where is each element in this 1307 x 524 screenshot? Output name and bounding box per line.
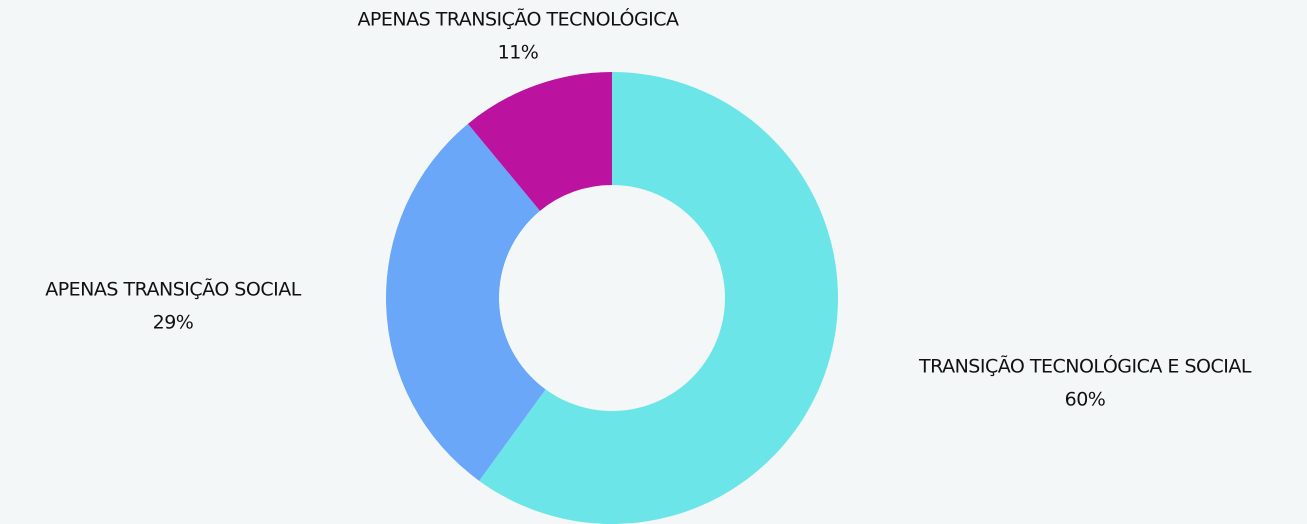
slice-value-label: 60% <box>1065 389 1106 411</box>
slice-value-label: 29% <box>153 312 194 334</box>
donut-slice <box>467 72 612 211</box>
slice-label: APENAS TRANSIÇÃO TECNOLÓGICA <box>357 7 679 31</box>
donut-slice <box>386 123 546 481</box>
slice-label: TRANSIÇÃO TECNOLÓGICA E SOCIAL <box>918 354 1252 378</box>
slice-value-label: 11% <box>498 42 539 64</box>
slice-label: APENAS TRANSIÇÃO SOCIAL <box>45 278 301 301</box>
donut-slice <box>479 72 839 524</box>
